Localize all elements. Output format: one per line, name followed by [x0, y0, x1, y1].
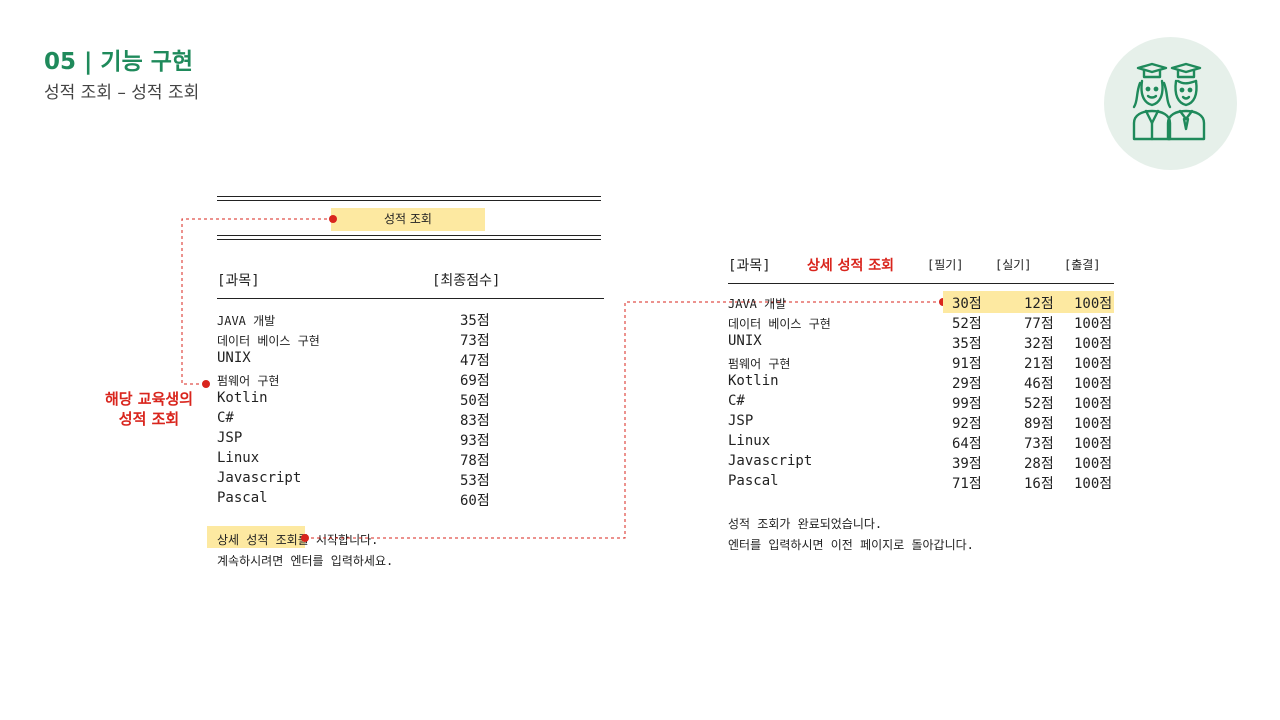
- left-row-subject: JAVA 개발: [217, 314, 276, 328]
- right-row-written: 52점: [952, 316, 982, 332]
- left-row-score: 69점: [460, 373, 490, 389]
- right-row-attendance: 100점: [1074, 476, 1113, 492]
- right-row-written: 71점: [952, 476, 982, 492]
- right-message-line1: 성적 조회가 완료되었습니다.: [728, 517, 883, 531]
- left-header-rule: [217, 298, 604, 299]
- right-row-attendance: 100점: [1074, 296, 1113, 312]
- left-row-subject: 데이터 베이스 구현: [217, 334, 320, 348]
- section-subtitle: 성적 조회 – 성적 조회: [44, 83, 200, 103]
- right-row-attendance: 100점: [1074, 436, 1113, 452]
- right-col-written: [필기]: [927, 258, 964, 272]
- right-row-written: 99점: [952, 396, 982, 412]
- right-row-attendance: 100점: [1074, 456, 1113, 472]
- left-row-score: 50점: [460, 393, 490, 409]
- annotation-label: 해당 교육생의 성적 조회: [100, 389, 198, 429]
- menu-rule-top-1: [217, 196, 601, 197]
- right-row-attendance: 100점: [1074, 416, 1113, 432]
- left-row-score: 78점: [460, 453, 490, 469]
- left-message-highlight: [207, 526, 305, 548]
- menu-title-highlight: [331, 208, 485, 231]
- connector-message-to-detail: [305, 301, 943, 539]
- right-row-written: 30점: [952, 296, 982, 312]
- right-row-practical: 77점: [1024, 316, 1054, 332]
- left-col-subject: [과목]: [217, 273, 260, 289]
- right-row-written: 92점: [952, 416, 982, 432]
- left-row-score: 93점: [460, 433, 490, 449]
- right-row-attendance: 100점: [1074, 336, 1113, 352]
- menu-rule-bottom-1: [217, 235, 601, 236]
- right-row-subject: Javascript: [728, 453, 813, 469]
- right-row-written: 29점: [952, 376, 982, 392]
- right-row-practical: 52점: [1024, 396, 1054, 412]
- right-row-practical: 12점: [1024, 296, 1054, 312]
- connector-dot-row: [202, 380, 210, 388]
- left-row-score: 53점: [460, 473, 490, 489]
- right-row-written: 91점: [952, 356, 982, 372]
- left-row-subject: UNIX: [217, 350, 251, 366]
- right-row-practical: 16점: [1024, 476, 1054, 492]
- right-row-attendance: 100점: [1074, 356, 1113, 372]
- left-row-subject: Linux: [217, 450, 260, 466]
- icon-circle: [1104, 37, 1237, 170]
- left-message-line1: 상세 성적 조회를 시작합니다.: [217, 533, 379, 547]
- right-row-subject: C#: [728, 393, 745, 409]
- right-row-subject: Linux: [728, 433, 771, 449]
- right-col-practical: [실기]: [995, 258, 1032, 272]
- left-col-score: [최종점수]: [432, 273, 501, 289]
- left-row-subject: Pascal: [217, 490, 268, 506]
- left-row-score: 83점: [460, 413, 490, 429]
- left-row-subject: Javascript: [217, 470, 302, 486]
- right-message-line2: 엔터를 입력하시면 이전 페이지로 돌아갑니다.: [728, 538, 974, 552]
- connector-dot-message: [301, 534, 309, 542]
- annotation-line2: 성적 조회: [118, 410, 180, 428]
- left-row-score: 60점: [460, 493, 490, 509]
- right-row-subject: 펌웨어 구현: [728, 357, 791, 371]
- left-message-line2: 계속하시려면 엔터를 입력하세요.: [217, 554, 394, 568]
- right-row-practical: 73점: [1024, 436, 1054, 452]
- right-row-subject: JSP: [728, 413, 754, 429]
- right-row-attendance: 100점: [1074, 316, 1113, 332]
- right-row-subject: JAVA 개발: [728, 297, 787, 311]
- right-col-subject: [과목]: [728, 258, 771, 274]
- right-row-highlight: [943, 291, 1114, 313]
- connector-dot-menu: [329, 215, 337, 223]
- right-row-practical: 28점: [1024, 456, 1054, 472]
- right-heading: 상세 성적 조회: [807, 258, 895, 274]
- menu-rule-bottom-2: [217, 239, 601, 240]
- right-header-rule: [728, 283, 1114, 284]
- left-row-score: 73점: [460, 333, 490, 349]
- left-row-subject: C#: [217, 410, 234, 426]
- menu-rule-top-2: [217, 200, 601, 201]
- left-row-subject: 펌웨어 구현: [217, 374, 280, 388]
- right-row-subject: Kotlin: [728, 373, 779, 389]
- right-row-subject: 데이터 베이스 구현: [728, 317, 831, 331]
- annotation-line1: 해당 교육생의: [104, 390, 194, 408]
- right-row-written: 64점: [952, 436, 982, 452]
- right-row-practical: 46점: [1024, 376, 1054, 392]
- right-row-written: 35점: [952, 336, 982, 352]
- menu-title: 성적 조회: [384, 212, 432, 226]
- left-row-subject: Kotlin: [217, 390, 268, 406]
- right-row-subject: UNIX: [728, 333, 762, 349]
- right-row-practical: 89점: [1024, 416, 1054, 432]
- left-row-subject: JSP: [217, 430, 243, 446]
- right-row-subject: Pascal: [728, 473, 779, 489]
- left-row-score: 35점: [460, 313, 490, 329]
- right-row-practical: 21점: [1024, 356, 1054, 372]
- graduates-icon: [1132, 62, 1206, 141]
- right-row-written: 39점: [952, 456, 982, 472]
- right-row-attendance: 100점: [1074, 376, 1113, 392]
- right-row-attendance: 100점: [1074, 396, 1113, 412]
- left-row-score: 47점: [460, 353, 490, 369]
- connector-menu-to-row: [181, 218, 333, 385]
- section-title: 05 | 기능 구현: [44, 49, 194, 75]
- right-col-attendance: [출결]: [1064, 258, 1101, 272]
- right-row-practical: 32점: [1024, 336, 1054, 352]
